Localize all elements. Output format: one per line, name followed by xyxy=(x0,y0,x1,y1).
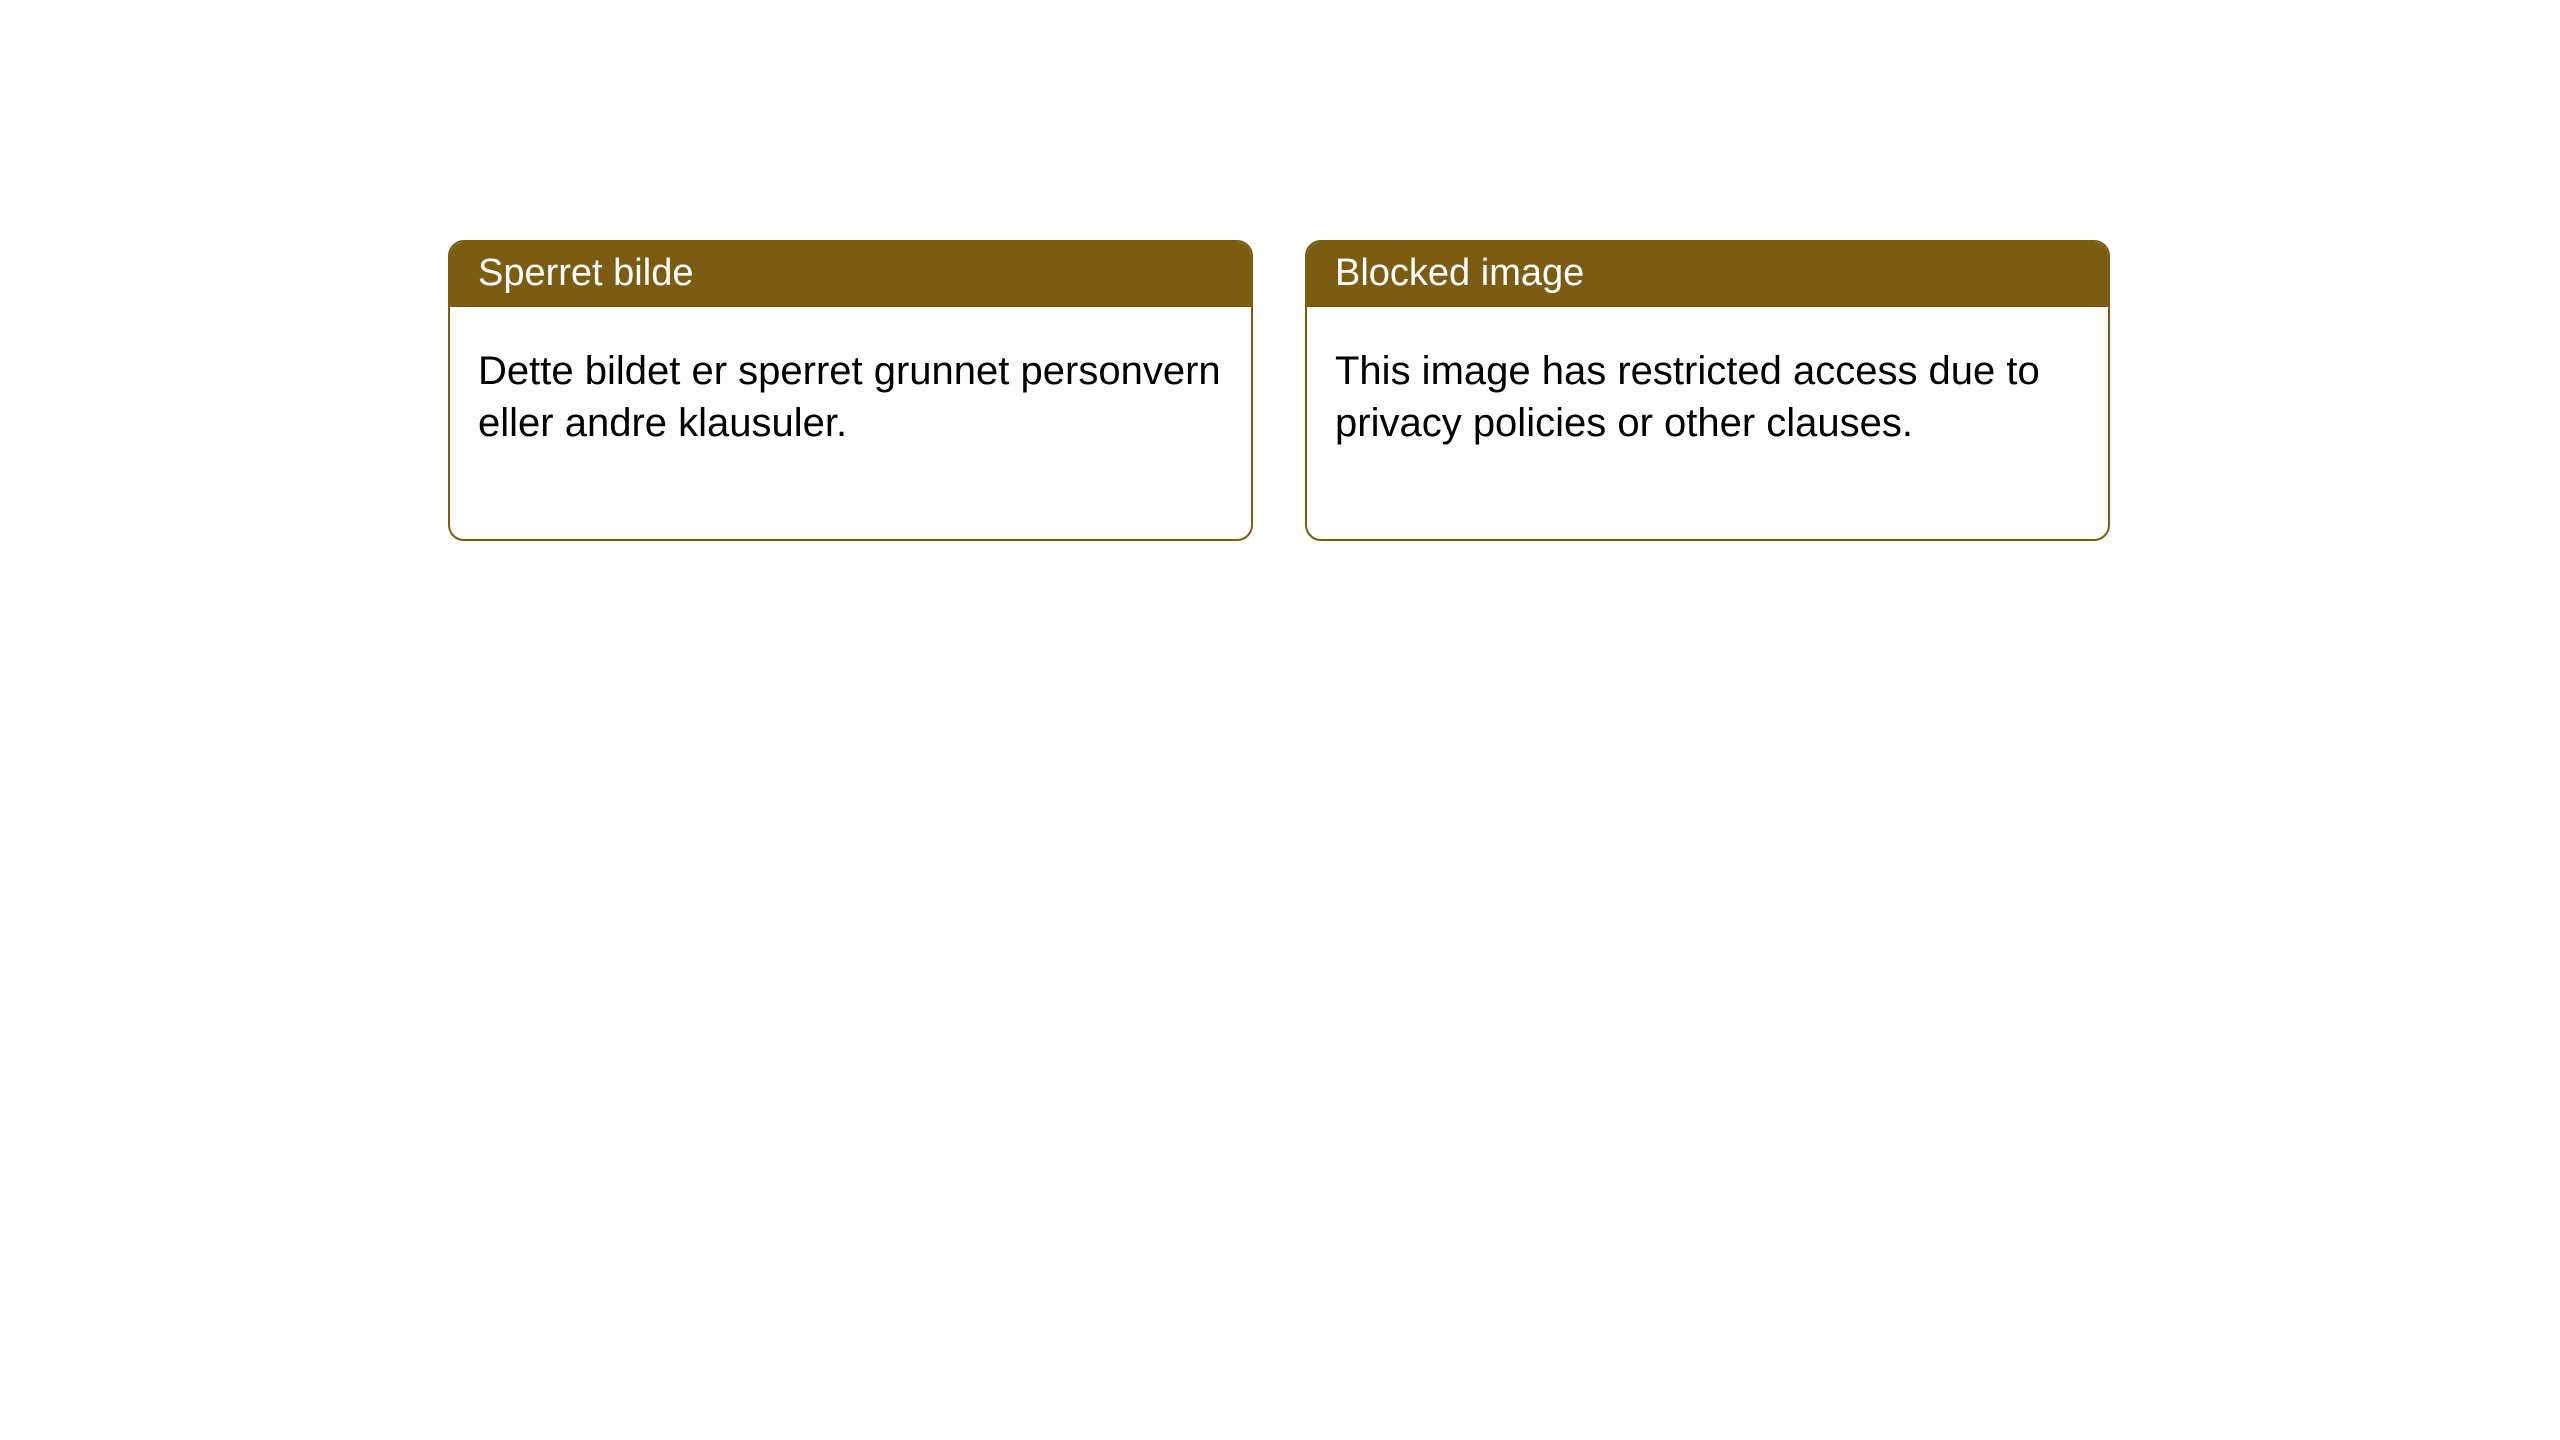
notice-body: This image has restricted access due to … xyxy=(1307,307,2108,539)
notice-card-norwegian: Sperret bilde Dette bildet er sperret gr… xyxy=(448,240,1253,541)
notice-title: Sperret bilde xyxy=(478,252,693,294)
notice-row: Sperret bilde Dette bildet er sperret gr… xyxy=(0,0,2560,541)
notice-header: Blocked image xyxy=(1307,242,2108,307)
notice-text: Dette bildet er sperret grunnet personve… xyxy=(478,349,1221,445)
notice-title: Blocked image xyxy=(1335,252,1584,294)
notice-body: Dette bildet er sperret grunnet personve… xyxy=(450,307,1251,539)
notice-text: This image has restricted access due to … xyxy=(1335,349,2040,445)
notice-card-english: Blocked image This image has restricted … xyxy=(1305,240,2110,541)
notice-header: Sperret bilde xyxy=(450,242,1251,307)
